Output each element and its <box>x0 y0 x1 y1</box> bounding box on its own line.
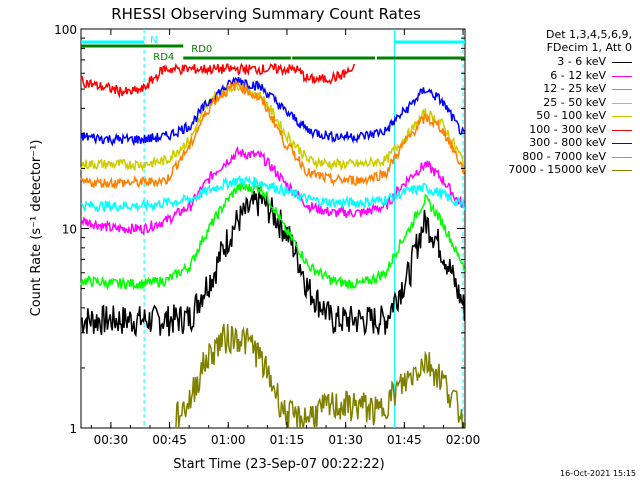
x-axis-ticks: 00:30 00:45 01:00 01:15 01:30 01:45 02:00 <box>90 29 481 447</box>
legend-entry: 3 - 6 keV <box>482 55 632 69</box>
legend-swatch <box>612 143 632 144</box>
series-line <box>174 323 466 429</box>
x-tick-label: 01:30 <box>328 433 363 447</box>
x-tick-label: 01:15 <box>270 433 305 447</box>
legend-swatch <box>612 156 632 158</box>
legend-entry: 12 - 25 keV <box>482 82 632 96</box>
legend-entry: 100 - 300 keV <box>482 123 632 137</box>
legend-swatch <box>612 62 632 63</box>
x-tick-label: 02:00 <box>446 433 481 447</box>
series-line <box>80 145 466 236</box>
x-tick-label: 01:45 <box>387 433 422 447</box>
series-line <box>80 79 466 190</box>
chart-title: RHESSI Observing Summary Count Rates <box>111 5 421 23</box>
legend-entry-label: 7000 - 15000 keV <box>508 163 606 176</box>
y-axis-ticks: 1 10 100 <box>54 23 465 436</box>
y-tick-label: 10 <box>62 223 77 237</box>
legend-entry: 50 - 100 keV <box>482 109 632 123</box>
legend-entry-label: 6 - 12 keV <box>550 68 606 82</box>
legend-header-line-1: Det 1,3,4,5,6,9, <box>545 28 632 41</box>
legend-swatch <box>612 129 632 131</box>
legend-entry: 6 - 12 keV <box>482 69 632 83</box>
series-line <box>80 175 466 213</box>
state-bar-label: N <box>150 35 157 46</box>
x-tick-label: 01:00 <box>211 433 246 447</box>
legend-entry-label: 12 - 25 keV <box>543 82 606 95</box>
legend-swatch <box>612 116 632 117</box>
legend-entry: 300 - 800 keV <box>482 136 632 150</box>
legend-entry: 800 - 7000 keV <box>482 150 632 164</box>
y-tick-label: 1 <box>69 422 77 436</box>
date-stamp: 16-Oct-2021 15:15 <box>560 469 636 478</box>
state-bar-label: RD0 <box>191 44 212 55</box>
state-bars: N RD0 RD4 <box>81 35 465 63</box>
y-axis-label: Count Rate (s⁻¹ detector⁻¹) <box>29 140 44 317</box>
legend-header-line-2: FDecim 1, Att 0 <box>546 41 632 54</box>
y-tick-label: 100 <box>54 23 77 37</box>
series-line <box>80 76 466 147</box>
series-line <box>80 181 466 291</box>
series-line <box>80 62 355 99</box>
legend-entry-label: 25 - 50 keV <box>543 95 606 109</box>
x-axis-label: Start Time (23-Sep-07 00:22:22) <box>173 457 384 472</box>
legend-entry-label: 100 - 300 keV <box>529 122 606 136</box>
legend-entry: 25 - 50 keV <box>482 96 632 110</box>
legend-swatch <box>612 89 632 90</box>
legend-entry-label: 800 - 7000 keV <box>522 149 606 163</box>
series-lines <box>80 62 466 429</box>
legend-entry-label: 50 - 100 keV <box>536 109 606 122</box>
legend-swatch <box>612 102 632 104</box>
legend-entry-label: 300 - 800 keV <box>529 136 606 149</box>
state-bar-label: RD4 <box>153 52 174 63</box>
legend-swatch <box>612 170 632 171</box>
legend-entry-label: 3 - 6 keV <box>557 55 606 68</box>
legend-entry: 7000 - 15000 keV <box>482 163 632 177</box>
x-tick-label: 00:45 <box>152 433 187 447</box>
legend-swatch <box>612 75 632 77</box>
x-tick-label: 00:30 <box>94 433 129 447</box>
